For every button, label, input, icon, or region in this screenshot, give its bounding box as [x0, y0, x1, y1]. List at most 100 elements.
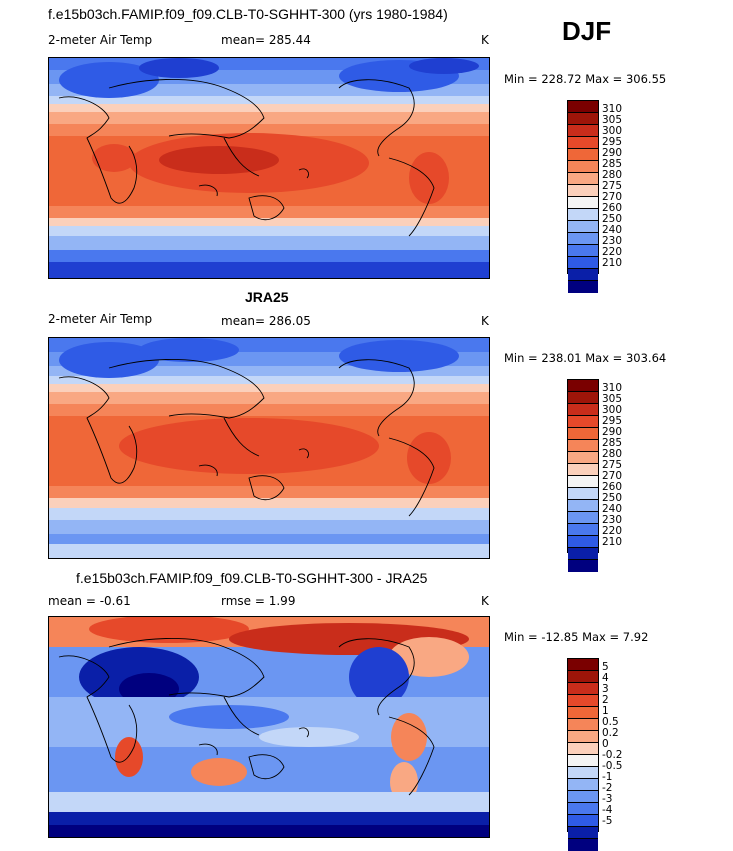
- colorbar-2-swatch: [568, 548, 598, 560]
- colorbar-2-tick: 305: [602, 393, 623, 405]
- colorbar-3-swatch: [568, 791, 598, 803]
- colorbar-3-tick: 3: [602, 683, 609, 695]
- panel-2-map: [48, 337, 490, 559]
- colorbar-1-tick: 300: [602, 125, 623, 137]
- panel-1-title: f.e15b03ch.FAMIP.f09_f09.CLB-T0-SGHHT-30…: [48, 6, 448, 22]
- colorbar-1-swatch: [568, 149, 598, 161]
- colorbar-1-tick: 250: [602, 213, 623, 225]
- colorbar-3-tick: -0.5: [602, 760, 623, 772]
- colorbar-2-tick: 220: [602, 525, 623, 537]
- colorbar-3-swatch: [568, 755, 598, 767]
- colorbar-1-swatch: [568, 161, 598, 173]
- panel-3-minmax: Min = -12.85 Max = 7.92: [504, 630, 649, 644]
- colorbar-3-swatch: [568, 671, 598, 683]
- colorbar-3-tick: 5: [602, 661, 609, 673]
- panel-2-variable: 2-meter Air Temp: [48, 312, 153, 326]
- colorbar-1-swatch: [568, 185, 598, 197]
- colorbar-3-swatch: [568, 695, 598, 707]
- colorbar-2-swatch: [568, 416, 598, 428]
- colorbar-3-swatch: [568, 719, 598, 731]
- colorbar-2-tick: 210: [602, 536, 623, 548]
- colorbar-2-tick: 280: [602, 448, 623, 460]
- colorbar-1-swatch: [568, 269, 598, 281]
- panel-3-colorbar: [567, 658, 599, 851]
- colorbar-1-swatch: [568, 173, 598, 185]
- colorbar-3-swatch: [568, 827, 598, 839]
- colorbar-1-swatch: [568, 221, 598, 233]
- panel-1-mean: mean= 285.44: [221, 33, 311, 47]
- panel-1-variable: 2-meter Air Temp: [48, 33, 153, 47]
- colorbar-1-swatch: [568, 137, 598, 149]
- colorbar-1-swatch: [568, 125, 598, 137]
- colorbar-3-tick: -1: [602, 771, 613, 783]
- panel-3-rmse: rmse = 1.99: [221, 594, 296, 608]
- colorbar-1-tick: 210: [602, 257, 623, 269]
- colorbar-3-tick: -0.2: [602, 749, 623, 761]
- colorbar-3-swatch: [568, 779, 598, 791]
- colorbar-1-swatch: [568, 113, 598, 125]
- panel-1-minmax: Min = 228.72 Max = 306.55: [504, 72, 667, 86]
- colorbar-1-tick: 310: [602, 103, 623, 115]
- colorbar-3-tick: -3: [602, 793, 613, 805]
- panel-2-map-svg: [49, 338, 489, 558]
- colorbar-1-swatch: [568, 197, 598, 209]
- colorbar-3-tick: -2: [602, 782, 613, 794]
- panel-2-minmax: Min = 238.01 Max = 303.64: [504, 351, 667, 365]
- colorbar-2-tick: 295: [602, 415, 623, 427]
- colorbar-1-swatch: [568, 281, 598, 293]
- colorbar-2-swatch: [568, 452, 598, 464]
- colorbar-1-tick: 295: [602, 136, 623, 148]
- colorbar-3-tick: 0.2: [602, 727, 619, 739]
- colorbar-3-tick: -4: [602, 804, 613, 816]
- colorbar-2-swatch: [568, 380, 598, 392]
- colorbar-2-tick: 260: [602, 481, 623, 493]
- panel-3-mean: mean = -0.61: [48, 594, 131, 608]
- colorbar-1-tick: 305: [602, 114, 623, 126]
- colorbar-3-swatch: [568, 803, 598, 815]
- colorbar-2-swatch: [568, 464, 598, 476]
- panel-3-title: f.e15b03ch.FAMIP.f09_f09.CLB-T0-SGHHT-30…: [76, 570, 428, 586]
- season-label: DJF: [562, 16, 612, 46]
- colorbar-2-swatch: [568, 512, 598, 524]
- colorbar-1-tick: 270: [602, 191, 623, 203]
- panel-1-map-svg: [49, 58, 489, 278]
- colorbar-3-swatch: [568, 731, 598, 743]
- colorbar-3-swatch: [568, 767, 598, 779]
- colorbar-1-tick: 275: [602, 180, 623, 192]
- colorbar-2-swatch: [568, 428, 598, 440]
- colorbar-1-tick: 260: [602, 202, 623, 214]
- colorbar-2-swatch: [568, 404, 598, 416]
- colorbar-2-tick: 240: [602, 503, 623, 515]
- colorbar-3-tick: 4: [602, 672, 609, 684]
- colorbar-2-tick: 250: [602, 492, 623, 504]
- colorbar-2-swatch: [568, 560, 598, 572]
- colorbar-3-tick: 1: [602, 705, 609, 717]
- colorbar-2-swatch: [568, 536, 598, 548]
- colorbar-2-tick: 290: [602, 426, 623, 438]
- panel-2-colorbar: [567, 379, 599, 572]
- colorbar-3-tick: 0: [602, 738, 609, 750]
- colorbar-1-swatch: [568, 257, 598, 269]
- colorbar-2-tick: 270: [602, 470, 623, 482]
- panel-3-units: K: [481, 594, 489, 608]
- colorbar-3-tick: -5: [602, 815, 613, 827]
- colorbar-2-tick: 275: [602, 459, 623, 471]
- colorbar-2-swatch: [568, 476, 598, 488]
- colorbar-3-swatch: [568, 839, 598, 851]
- colorbar-2-tick: 300: [602, 404, 623, 416]
- colorbar-3-swatch: [568, 815, 598, 827]
- colorbar-2-tick: 230: [602, 514, 623, 526]
- colorbar-1-tick: 240: [602, 224, 623, 236]
- panel-3-map-svg: [49, 617, 489, 837]
- colorbar-3-swatch: [568, 743, 598, 755]
- panel-2-title: JRA25: [245, 289, 289, 305]
- colorbar-2-swatch: [568, 500, 598, 512]
- panel-1-colorbar: [567, 100, 599, 293]
- colorbar-1-tick: 230: [602, 235, 623, 247]
- colorbar-1-tick: 220: [602, 246, 623, 258]
- colorbar-2-swatch: [568, 488, 598, 500]
- panel-2-mean: mean= 286.05: [221, 314, 311, 328]
- colorbar-3-swatch: [568, 707, 598, 719]
- colorbar-1-tick: 290: [602, 147, 623, 159]
- colorbar-1-swatch: [568, 101, 598, 113]
